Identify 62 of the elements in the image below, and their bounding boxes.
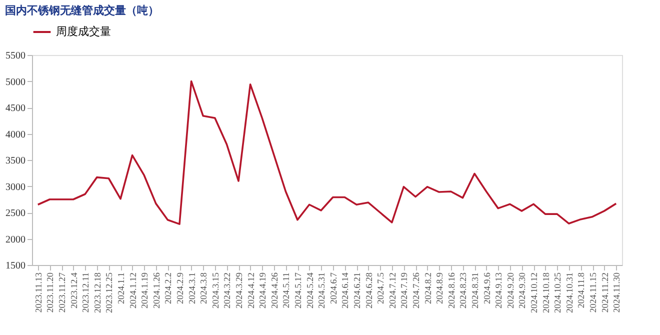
x-tick-label: 2024.6.21: [352, 272, 362, 308]
x-tick-label: 2024.3.8: [198, 272, 209, 304]
y-tick-label: 4000: [6, 129, 26, 140]
x-tick-label: 2024.3.1: [186, 272, 197, 304]
x-tick-label: 2023.12.4: [68, 272, 79, 308]
x-tick-label: 2024.9.13: [494, 272, 504, 308]
line-series: [37, 80, 617, 225]
x-tick-label: 2024.5.24: [304, 272, 315, 308]
chart-title: 国内不锈钢无缝管成交量（吨）: [5, 4, 159, 17]
x-tick-label: 2024.11.30: [612, 272, 622, 313]
x-tick-label: 2023.11.13: [33, 272, 44, 313]
x-tick-label: 2024.4.19: [258, 272, 268, 308]
x-tick-label: 2024.8.2: [422, 272, 433, 304]
x-tick-label: 2024.10.12: [529, 272, 539, 313]
x-tick-label: 2023.12.18: [92, 272, 102, 313]
x-tick-label: 2024.7.26: [411, 272, 421, 308]
y-tick-label: 3500: [6, 156, 26, 166]
x-tick-label: 2024.2.2: [163, 272, 174, 304]
x-tick-label: 2024.10.18: [540, 272, 551, 313]
x-tick-label: 2024.3.15: [210, 272, 220, 308]
x-tick-label: 2023.12.25: [104, 272, 114, 313]
x-tick-label: 2024.11.8: [576, 272, 586, 308]
x-tick-label: 2024.11.15: [588, 272, 598, 313]
x-tick-label: 2024.2.9: [175, 272, 185, 304]
x-tick-label: 2023.11.27: [57, 272, 67, 313]
y-tick-label: 5500: [6, 50, 26, 62]
x-tick-label: 2024.4.12: [246, 272, 256, 308]
x-tick-label: 2024.1.26: [151, 272, 162, 308]
x-tick-label: 2024.6.7: [328, 272, 338, 304]
x-tick-label: 2024.8.23: [458, 272, 468, 308]
x-tick-label: 2024.3.29: [234, 272, 244, 308]
x-tick-label: 2024.5.11: [281, 272, 292, 308]
x-tick-label: 2024.10.25: [552, 272, 563, 313]
y-tick-label: 1500: [6, 260, 26, 272]
y-tick-label: 5000: [6, 76, 26, 88]
y-tick-label: 4500: [6, 103, 26, 114]
x-tick-label: 2024.11.22: [600, 272, 610, 313]
x-tick-label: 2024.1.1: [116, 272, 126, 304]
x-tick-label: 2024.8.16: [446, 272, 456, 308]
x-tick-label: 2023.12.11: [80, 272, 91, 313]
y-tick-label: 3000: [6, 182, 26, 193]
x-tick-label: 2024.8.9: [434, 272, 445, 304]
x-tick-label: 2024.8.31: [470, 272, 480, 308]
x-tick-label: 2024.1.19: [140, 272, 150, 308]
x-tick-label: 2024.9.30: [517, 272, 528, 308]
x-tick-label: 2024.4.26: [269, 272, 280, 308]
x-tick-label: 2024.6.14: [340, 272, 350, 308]
x-tick-label: 2023.11.20: [45, 272, 56, 313]
x-tick-label: 2024.5.17: [293, 272, 303, 308]
x-tick-label: 2024.3.22: [222, 272, 232, 308]
x-tick-label: 2024.7.5: [376, 272, 386, 304]
x-tick-label: 2024.5.31: [316, 272, 327, 308]
x-tick-label: 2024.7.12: [387, 272, 398, 308]
legend-label: 周度成交量: [56, 25, 111, 38]
x-tick-label: 2024.9.6: [482, 272, 492, 304]
x-tick-label: 2024.1.12: [128, 272, 138, 308]
y-tick-label: 2500: [6, 208, 26, 219]
x-tick-label: 2024.6.28: [364, 272, 374, 308]
x-tick-label: 2024.9.20: [505, 272, 516, 308]
x-tick-label: 2024.10.31: [564, 272, 574, 313]
y-tick-label: 2000: [6, 234, 26, 246]
x-tick-label: 2024.7.19: [399, 272, 410, 308]
